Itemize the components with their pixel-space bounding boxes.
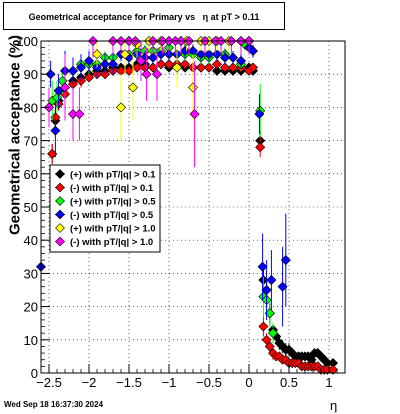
data-point [127, 82, 139, 93]
data-series [35, 35, 339, 375]
data-point [195, 62, 207, 73]
data-point [203, 62, 215, 73]
data-point [179, 45, 191, 56]
data-point [50, 125, 61, 136]
data-point [261, 284, 272, 296]
y-axis-label: Geometrical acceptance (%) [6, 34, 24, 236]
legend-entry-label: (-) with pT/|q| > 0.1 [70, 183, 154, 194]
x-tick-label: −0.5 [196, 375, 222, 390]
data-point [179, 59, 191, 70]
legend-entry-label: (-) with pT/|q| > 1.0 [70, 237, 153, 248]
data-point [211, 65, 223, 76]
data-point [45, 69, 56, 80]
data-point [255, 142, 266, 153]
data-point [147, 52, 159, 63]
data-point [123, 65, 135, 76]
data-point [211, 49, 223, 60]
x-tick-label: −1.5 [116, 375, 142, 390]
legend-box [49, 164, 161, 253]
data-point [139, 52, 151, 63]
data-point [91, 49, 103, 60]
data-point [257, 261, 268, 272]
y-tick-label: 40 [24, 233, 38, 248]
x-tick-label: 0.5 [280, 375, 298, 390]
chart-title: Geometrical acceptance for Primary vs η … [3, 2, 285, 30]
data-point [203, 49, 215, 60]
legend-entry-label: (+) with pT/|q| > 0.1 [70, 170, 156, 181]
data-point [195, 49, 207, 60]
y-tick-label: 100 [16, 34, 38, 49]
x-tick-label: −1 [162, 375, 177, 390]
data-point [280, 255, 291, 266]
data-point [171, 62, 183, 73]
legend-marker [55, 209, 65, 220]
series-4 [35, 41, 291, 327]
data-point [267, 328, 279, 339]
data-point [67, 65, 79, 76]
data-point [254, 109, 265, 120]
x-axis-label: η [330, 398, 338, 413]
data-point [119, 49, 131, 60]
legend-marker [55, 169, 65, 179]
data-point [115, 102, 127, 113]
y-tick-label: 80 [24, 100, 38, 115]
data-point [219, 52, 231, 63]
legend-marker [55, 223, 65, 233]
data-point [83, 72, 95, 83]
y-tick-label: 50 [24, 200, 38, 215]
data-point [227, 52, 239, 63]
data-point [74, 109, 85, 120]
data-point [235, 55, 247, 66]
legend-entry-label: (-) with pT/|q| > 0.5 [70, 210, 154, 221]
y-tick-label: 0 [31, 366, 38, 381]
data-point [264, 341, 275, 352]
data-point [187, 82, 199, 93]
data-point [107, 59, 119, 70]
data-point [141, 69, 152, 80]
y-tick-label: 90 [24, 67, 38, 82]
timestamp: Wed Sep 18 16:37:30 2024 [4, 400, 104, 409]
data-point [219, 62, 231, 73]
legend-marker [55, 182, 65, 193]
axis-ticks: −2.5 −2 −1.5 −1 −0.5 0 0.5 10102030405060708090… [16, 34, 346, 390]
data-point [51, 92, 63, 103]
legend-entry-label: (+) with pT/|q| > 1.0 [70, 224, 156, 235]
data-point [189, 109, 200, 120]
data-point [131, 62, 143, 73]
data-point [211, 59, 223, 70]
data-point [83, 55, 95, 66]
legend: (+) with pT/|q| > 0.1 (-) with pT/|q| > 0… [49, 164, 161, 253]
data-point [247, 62, 259, 73]
data-point [99, 59, 111, 70]
x-tick-label: 1 [325, 375, 332, 390]
data-point [227, 62, 239, 73]
legend-marker [55, 236, 65, 247]
y-tick-label: 70 [24, 134, 38, 149]
y-tick-label: 10 [24, 333, 38, 348]
data-point [258, 321, 269, 332]
y-tick-label: 30 [24, 266, 38, 281]
data-point [327, 364, 339, 375]
x-tick-label: −2.5 [36, 375, 62, 390]
data-point [59, 82, 71, 93]
data-point [266, 275, 277, 286]
data-point [261, 334, 272, 345]
data-point [147, 62, 159, 73]
data-point [53, 85, 64, 96]
x-tick-label: −2 [82, 375, 97, 390]
data-point [155, 59, 167, 70]
legend-marker [55, 196, 65, 206]
data-point [163, 59, 175, 70]
data-point [155, 49, 167, 60]
data-point [135, 55, 147, 66]
legend-entry-label: (+) with pT/|q| > 0.5 [70, 197, 156, 208]
y-tick-label: 60 [24, 167, 38, 182]
y-tick-label: 20 [24, 300, 38, 315]
data-point [75, 62, 87, 73]
x-tick-label: 0 [245, 375, 252, 390]
data-point [247, 45, 259, 56]
data-point [151, 69, 163, 80]
